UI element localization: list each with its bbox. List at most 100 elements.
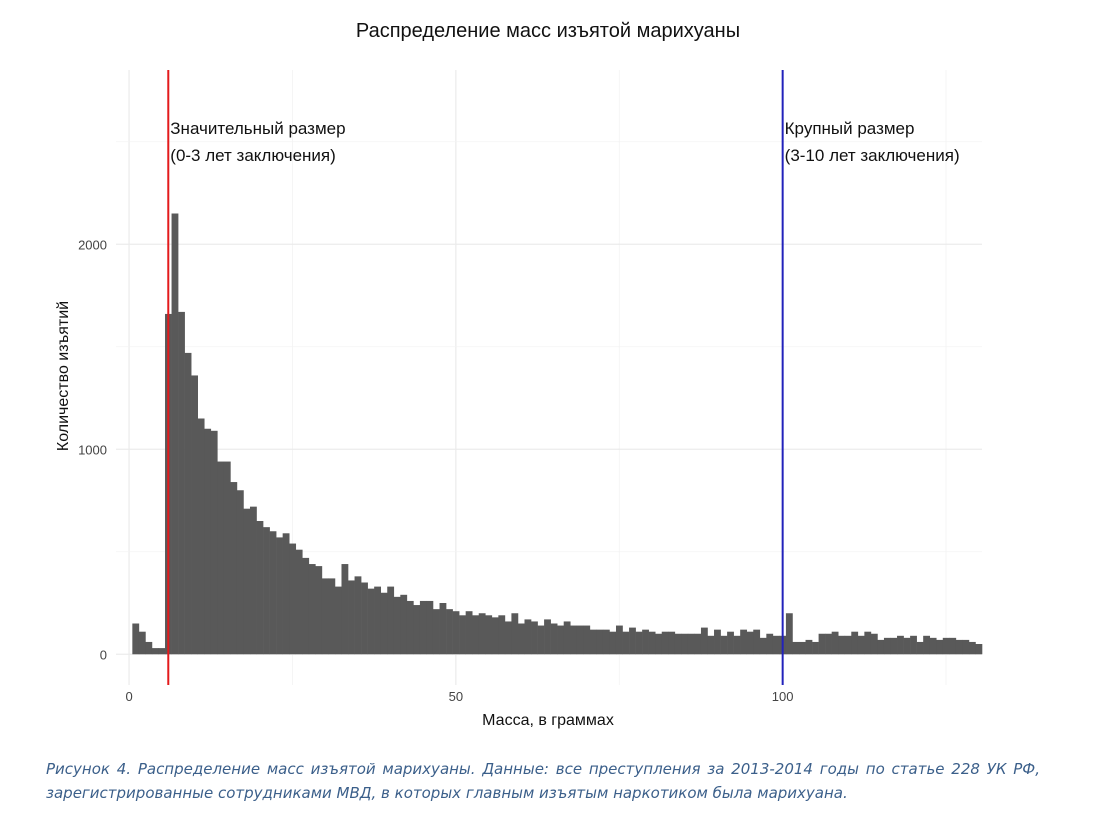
histogram-bar bbox=[668, 631, 676, 655]
histogram-bar bbox=[838, 635, 846, 655]
threshold-lines: Значительный размер (0-3 лет заключения) К… bbox=[167, 70, 960, 685]
histogram-bar bbox=[432, 609, 440, 655]
histogram-bar bbox=[766, 633, 774, 655]
histogram-bar bbox=[334, 586, 342, 655]
histogram-bar bbox=[955, 639, 963, 655]
histogram-bar bbox=[419, 600, 427, 655]
histogram-bar bbox=[883, 637, 891, 655]
histogram-bar bbox=[308, 564, 316, 655]
histogram-bar bbox=[354, 576, 362, 655]
histogram-bar bbox=[792, 641, 800, 655]
y-tick-label: 0 bbox=[100, 647, 107, 662]
histogram-bar bbox=[524, 619, 532, 655]
histogram-bar bbox=[178, 311, 185, 655]
histogram-bar bbox=[818, 633, 826, 655]
histogram-bar bbox=[844, 635, 852, 655]
histogram-bar bbox=[720, 635, 728, 655]
histogram-bar bbox=[544, 619, 551, 655]
histogram-bar bbox=[393, 596, 401, 655]
histogram-bar bbox=[269, 531, 277, 655]
histogram-bar bbox=[537, 625, 545, 655]
histogram-bar bbox=[622, 631, 630, 655]
histogram-bar bbox=[406, 600, 414, 655]
histogram-bar bbox=[681, 633, 689, 655]
histogram-bar bbox=[223, 461, 231, 655]
histogram-bar bbox=[655, 633, 663, 655]
histogram-bar bbox=[380, 592, 388, 655]
histogram-bar bbox=[714, 629, 721, 655]
histogram-bar bbox=[446, 609, 453, 655]
histogram-bar bbox=[256, 521, 264, 655]
histogram-bar bbox=[609, 631, 617, 655]
histogram-bar bbox=[341, 564, 349, 655]
histogram-bar bbox=[315, 566, 323, 655]
histogram-bar bbox=[857, 635, 865, 655]
histogram-bars bbox=[132, 213, 983, 655]
histogram-bar bbox=[511, 613, 519, 655]
histogram-bar bbox=[249, 506, 257, 655]
histogram-bar bbox=[923, 635, 931, 655]
histogram-bar bbox=[648, 631, 656, 655]
histogram-bar bbox=[348, 580, 355, 655]
threshold-label: (3-10 лет заключения) bbox=[785, 146, 960, 165]
y-axis-label: Количество изъятий bbox=[55, 301, 72, 451]
histogram-bar bbox=[851, 631, 859, 655]
histogram-bar bbox=[171, 213, 179, 655]
figure-caption: Рисунок 4. Распределение масс изъятой ма… bbox=[46, 760, 1040, 802]
histogram-bar bbox=[491, 617, 499, 655]
histogram-bar bbox=[191, 375, 198, 655]
histogram-bar bbox=[942, 637, 950, 655]
histogram-bar bbox=[687, 633, 695, 655]
histogram-bar bbox=[282, 533, 290, 655]
histogram-bar bbox=[576, 625, 584, 655]
histogram-bar bbox=[184, 352, 192, 655]
histogram-bar bbox=[805, 639, 813, 655]
histogram-bar bbox=[674, 633, 682, 655]
histogram-bar bbox=[798, 641, 806, 655]
histogram-bar bbox=[138, 631, 146, 655]
histogram-bar bbox=[504, 621, 512, 655]
histogram-bar bbox=[733, 635, 741, 655]
histogram-bar bbox=[302, 557, 310, 655]
histogram-bar bbox=[589, 629, 597, 655]
histogram-bar bbox=[217, 461, 225, 655]
histogram-bar bbox=[785, 613, 793, 655]
histogram-bar bbox=[877, 639, 885, 655]
histogram-bar bbox=[962, 639, 970, 655]
histogram-bar bbox=[289, 543, 297, 655]
histogram-bar bbox=[557, 625, 565, 655]
x-axis-label: Масса, в граммах bbox=[482, 712, 614, 729]
threshold-label: (0-3 лет заключения) bbox=[170, 146, 336, 165]
histogram-bar bbox=[295, 549, 303, 655]
histogram-bar bbox=[635, 631, 643, 655]
histogram-bar bbox=[864, 631, 872, 655]
histogram-bar bbox=[361, 582, 368, 655]
histogram-bar bbox=[276, 537, 283, 655]
histogram-bar bbox=[975, 644, 983, 655]
histogram-bar bbox=[563, 621, 571, 655]
histogram-bar bbox=[210, 430, 218, 655]
x-tick-label: 50 bbox=[449, 689, 463, 704]
histogram-bar bbox=[740, 629, 748, 655]
histogram-bar bbox=[910, 635, 917, 655]
histogram-bar bbox=[465, 611, 473, 655]
histogram-bar bbox=[949, 637, 957, 655]
histogram-bar bbox=[694, 633, 702, 655]
histogram-bar bbox=[968, 641, 976, 655]
histogram-chart: Распределение масс изъятой марихуаны Зна… bbox=[55, 20, 983, 729]
histogram-bar bbox=[321, 578, 329, 655]
histogram-bar bbox=[897, 635, 904, 655]
histogram-bar bbox=[831, 631, 839, 655]
histogram-bar bbox=[374, 586, 382, 655]
histogram-bar bbox=[367, 588, 375, 655]
histogram-bar bbox=[413, 605, 421, 655]
y-axis-ticks: 0 1000 2000 bbox=[78, 237, 107, 662]
histogram-bar bbox=[230, 482, 238, 655]
histogram-bar bbox=[916, 641, 924, 655]
histogram-bar bbox=[929, 637, 937, 655]
histogram-bar bbox=[936, 639, 944, 655]
histogram-bar bbox=[903, 637, 911, 655]
histogram-bar bbox=[759, 637, 767, 655]
histogram-bar bbox=[753, 629, 761, 655]
histogram-bar bbox=[478, 613, 486, 655]
